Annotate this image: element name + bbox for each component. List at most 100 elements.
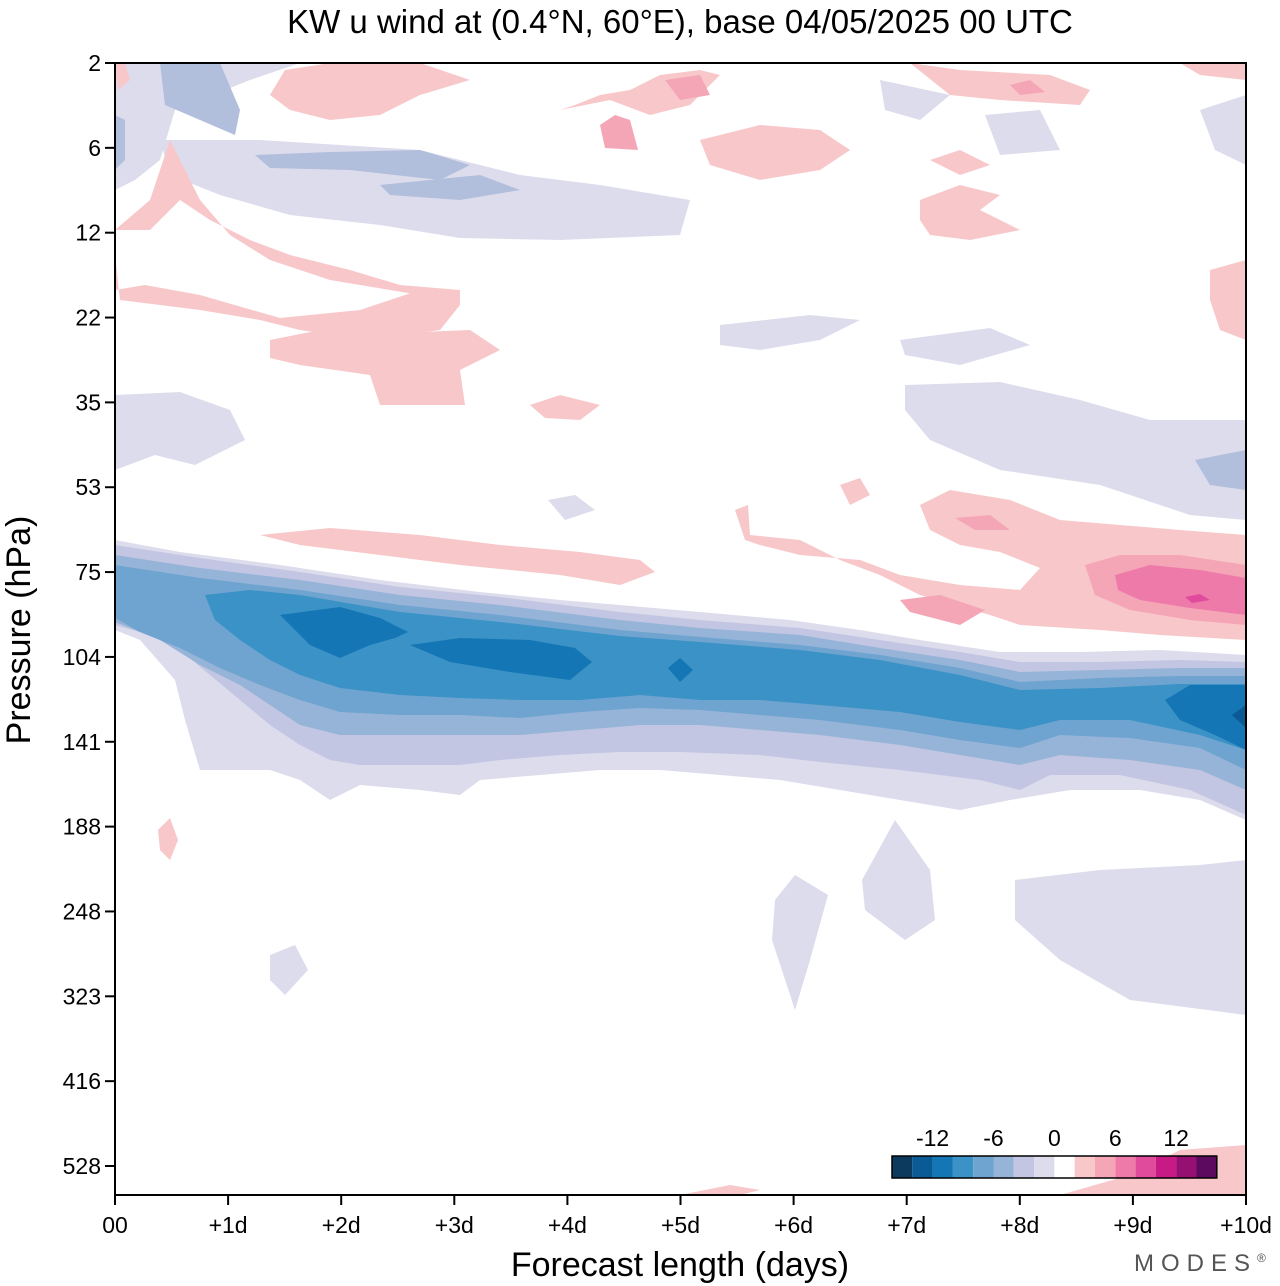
shade-pos-weak xyxy=(680,1185,760,1195)
shade-pos-weak xyxy=(930,150,990,175)
x-tick-label: +1d xyxy=(209,1212,248,1238)
colorbar-swatch xyxy=(993,1156,1014,1178)
colorbar-tick-label: 0 xyxy=(1048,1125,1061,1151)
x-tick-label: +6d xyxy=(774,1212,813,1238)
y-axis-label: Pressure (hPa) xyxy=(0,516,38,745)
x-tick-label: 00 xyxy=(102,1212,128,1238)
y-axis: 2 6 12 22 35 53 75 104 141 188 248 323 416 528 xyxy=(63,50,115,1179)
shade-pos-mid xyxy=(665,75,710,100)
y-tick-label: 188 xyxy=(63,814,101,840)
colorbar-swatch xyxy=(1176,1156,1197,1178)
x-tick-label: +5d xyxy=(661,1212,700,1238)
colorbar-frame xyxy=(891,1155,1218,1179)
colorbar-swatch xyxy=(1095,1156,1116,1178)
shade-band-6 xyxy=(1165,685,1246,750)
shade-pos-weak xyxy=(840,478,870,505)
y-tick-label: 104 xyxy=(63,644,102,670)
shade-pos-weak xyxy=(1180,63,1246,80)
shade-pos-weak xyxy=(115,63,130,90)
colorbar-swatch xyxy=(1196,1156,1217,1178)
shade-pos-weak xyxy=(260,528,655,585)
shade-pos-max xyxy=(1185,594,1210,603)
colorbar-tick-label: -12 xyxy=(916,1125,949,1151)
y-tick-label: 141 xyxy=(63,729,101,755)
y-tick-label: 22 xyxy=(75,305,101,331)
shade-pos-weak xyxy=(1210,260,1246,340)
shade-neg-weak xyxy=(900,328,1030,365)
shade-neg-weak xyxy=(985,110,1060,155)
colorbar-swatch xyxy=(1034,1156,1055,1178)
shade-neg-weak xyxy=(115,63,300,190)
shade-pos-weak xyxy=(158,818,178,860)
shade-neg-mid xyxy=(255,150,470,180)
y-tick-label: 12 xyxy=(75,220,101,246)
shade-pos-weak xyxy=(530,395,600,420)
colorbar: -12 -6 0 6 12 xyxy=(891,1125,1218,1179)
shade-pos-mid xyxy=(600,115,638,150)
y-tick-label: 528 xyxy=(63,1153,101,1179)
colorbar-swatch xyxy=(912,1156,933,1178)
shade-neg-weak xyxy=(115,392,245,470)
colorbar-swatch xyxy=(1054,1156,1075,1178)
shade-pos-weak xyxy=(270,328,500,405)
colorbar-swatch xyxy=(932,1156,953,1178)
x-tick-label: +10d xyxy=(1220,1212,1272,1238)
shade-neg-weak xyxy=(772,875,828,1010)
shade-neg-weak xyxy=(905,382,1246,520)
colorbar-tick-label: 12 xyxy=(1163,1125,1189,1151)
plot-area: 2 6 12 22 35 53 75 104 141 188 248 323 416 528 00 +1d +… xyxy=(63,50,1272,1238)
y-tick-label: 75 xyxy=(75,559,101,585)
y-tick-label: 6 xyxy=(88,135,101,161)
shade-neg-weak xyxy=(720,315,860,350)
shade-neg-weak xyxy=(548,495,595,520)
shade-neg-weak xyxy=(1200,95,1246,165)
shade-pos-mid xyxy=(1010,80,1045,95)
x-tick-label: +8d xyxy=(1000,1212,1039,1238)
shade-neg-weak xyxy=(1015,860,1246,1015)
x-tick-label: +4d xyxy=(548,1212,587,1238)
y-tick-label: 2 xyxy=(88,50,101,76)
colorbar-tick-label: 6 xyxy=(1109,1125,1122,1151)
chart-title: KW u wind at (0.4°N, 60°E), base 04/05/2… xyxy=(287,3,1073,40)
colorbar-swatch xyxy=(1135,1156,1156,1178)
shade-band-6 xyxy=(410,638,592,680)
shade-neg-mid xyxy=(115,115,125,170)
colorbar-swatch xyxy=(892,1156,913,1178)
shade-band-6 xyxy=(668,658,693,682)
colorbar-swatch xyxy=(952,1156,974,1178)
y-tick-label: 248 xyxy=(63,898,101,924)
shade-pos-mid xyxy=(955,515,1010,530)
x-tick-label: +9d xyxy=(1113,1212,1152,1238)
x-axis: 00 +1d +2d +3d +4d +5d +6d +7d +8d +9d +10d xyxy=(102,1195,1272,1238)
colorbar-swatch xyxy=(973,1156,994,1178)
brand-mark: ® xyxy=(1257,1251,1266,1265)
colorbar-swatch xyxy=(1155,1156,1177,1178)
y-tick-label: 323 xyxy=(63,983,101,1009)
brand-logo: MODES® xyxy=(1134,1250,1266,1278)
shade-neg-mid xyxy=(1195,450,1246,490)
brand-text: MODES xyxy=(1134,1250,1258,1277)
colorbar-swatch xyxy=(1115,1156,1136,1178)
shade-band-5 xyxy=(205,590,1246,750)
x-tick-label: +2d xyxy=(322,1212,361,1238)
shade-pos-weak xyxy=(115,140,460,305)
y-tick-label: 53 xyxy=(75,474,101,500)
x-tick-label: +7d xyxy=(887,1212,926,1238)
shade-neg-weak xyxy=(862,820,935,940)
x-axis-label: Forecast length (days) xyxy=(511,1246,849,1284)
shade-pos-mid xyxy=(900,595,985,625)
shade-pos-weak xyxy=(920,185,1020,240)
shade-neg-weak xyxy=(880,80,950,120)
shade-pos-weak xyxy=(115,255,460,340)
shade-band-6 xyxy=(280,607,408,658)
shade-pos-weak xyxy=(910,63,1090,105)
shade-pos-weak xyxy=(700,125,850,180)
shade-band-7 xyxy=(1232,705,1246,728)
colorbar-swatch xyxy=(1013,1156,1035,1178)
colorbar-swatch xyxy=(1074,1156,1095,1178)
shade-pos-strong xyxy=(1115,565,1246,615)
shade-neg-mid xyxy=(380,175,520,200)
y-tick-label: 35 xyxy=(75,389,101,415)
field-shading xyxy=(115,63,1246,1195)
x-tick-label: +3d xyxy=(435,1212,474,1238)
